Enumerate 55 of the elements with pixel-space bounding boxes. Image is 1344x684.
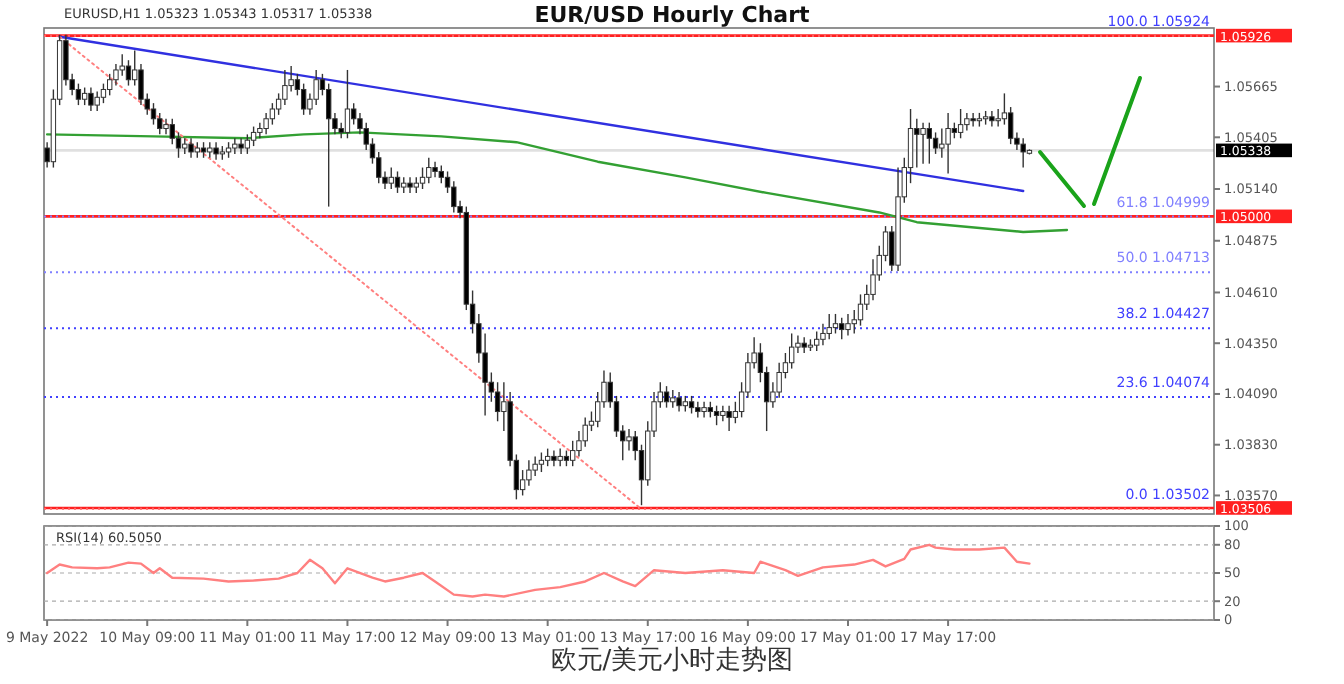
candlestick: [207, 141, 213, 159]
candlestick: [1020, 137, 1026, 169]
candlestick: [257, 121, 263, 139]
candlestick: [88, 86, 94, 112]
candlestick: [100, 82, 107, 104]
candlestick: [551, 449, 557, 467]
candlestick: [426, 157, 432, 184]
candlestick: [845, 313, 851, 337]
candlestick: [432, 161, 438, 179]
candlestick: [526, 459, 532, 487]
candlestick: [394, 170, 401, 194]
candlestick: [695, 401, 701, 419]
candlestick: [970, 112, 976, 128]
line-series: [45, 543, 1031, 598]
candlestick: [244, 133, 251, 155]
chart-title: EUR/USD Hourly Chart: [534, 2, 810, 28]
candlestick: [857, 293, 864, 327]
candlestick: [801, 336, 807, 354]
candlestick: [351, 102, 357, 126]
candlestick: [713, 404, 720, 426]
candlestick: [726, 404, 732, 432]
candlestick: [957, 108, 964, 139]
candlestick: [676, 391, 682, 413]
candlestick: [538, 451, 545, 473]
candlestick: [75, 82, 82, 106]
candlestick: [914, 118, 920, 169]
candlestick: [826, 313, 832, 341]
candlestick: [250, 125, 257, 147]
candlestick: [701, 401, 707, 419]
candlestick: [188, 137, 194, 159]
candlestick: [920, 121, 926, 165]
candlestick: [300, 82, 307, 116]
line-series: [45, 131, 1069, 234]
candlestick: [238, 137, 244, 155]
candlestick: [989, 110, 995, 128]
candlestick: [839, 317, 845, 341]
candlestick: [626, 428, 632, 452]
candlestick: [663, 385, 670, 409]
candlestick: [832, 313, 839, 335]
candlestick: [582, 416, 588, 448]
candlestick: [788, 332, 795, 370]
candlestick: [814, 330, 820, 352]
candlestick: [720, 404, 726, 422]
candlestick: [557, 447, 563, 467]
candlestick: [325, 82, 332, 208]
candlestick: [945, 112, 951, 175]
candlestick: [344, 69, 351, 139]
candlestick: [407, 176, 413, 194]
candlestick: [163, 118, 169, 136]
text: 欧元/美元小时走势图: [550, 644, 794, 676]
candlestick: [926, 121, 933, 165]
candlestick: [419, 166, 426, 190]
candlestick: [94, 90, 100, 112]
candlestick: [388, 166, 394, 190]
candlestick: [232, 137, 238, 155]
